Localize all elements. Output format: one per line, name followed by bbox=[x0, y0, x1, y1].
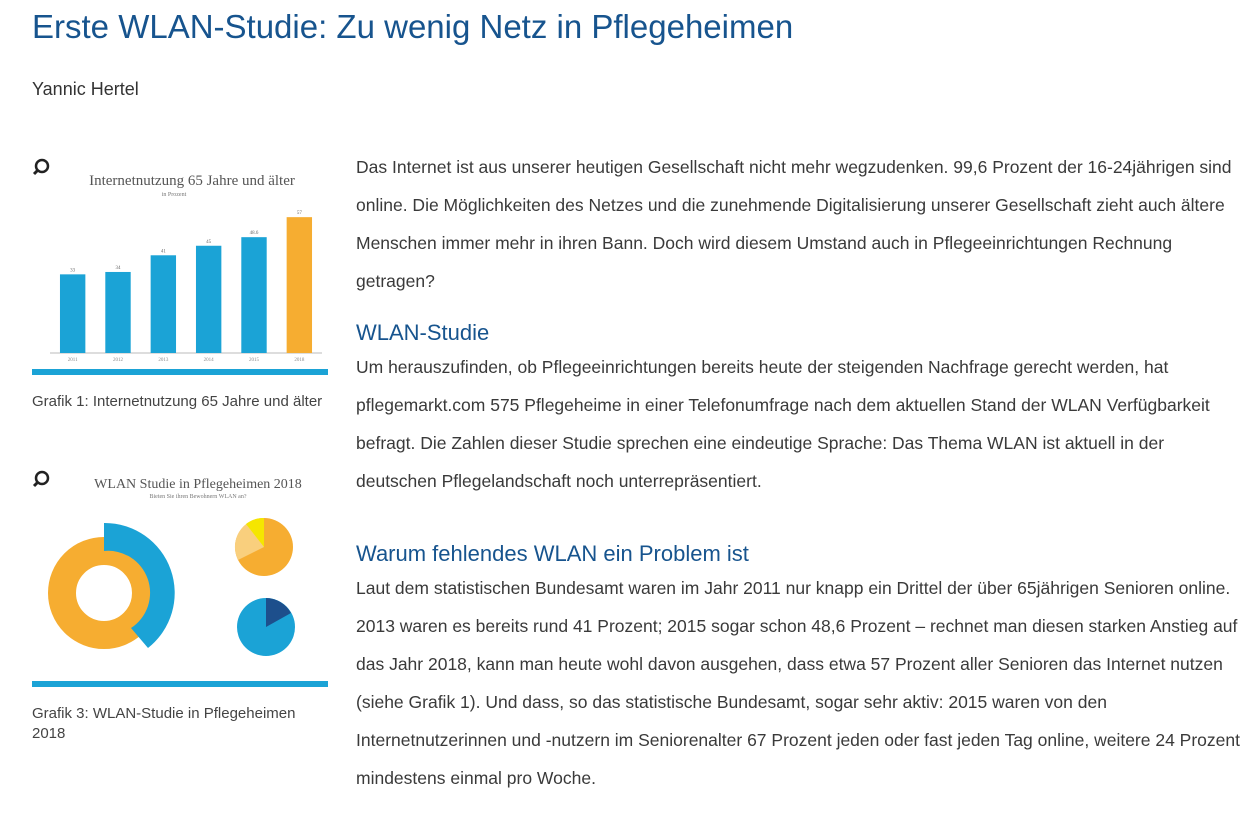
bar bbox=[59, 274, 86, 353]
author: Yannic Hertel bbox=[32, 79, 139, 99]
bar bbox=[195, 245, 222, 353]
paragraph: Um herauszufinden, ob Pflegeeinrichtunge… bbox=[356, 357, 1210, 491]
bar bbox=[241, 237, 267, 353]
bar-label: 57 bbox=[297, 211, 303, 216]
figure-caption: Grafik 3: WLAN-Studie in Pflegeheimen 20… bbox=[32, 705, 296, 742]
x-tick-label: 2011 bbox=[68, 358, 78, 363]
x-tick-label: 2013 bbox=[158, 358, 169, 363]
paragraph: Das Internet ist aus unserer heutigen Ge… bbox=[356, 157, 1232, 291]
x-tick-label: 2015 bbox=[249, 358, 260, 363]
x-tick-label: 2014 bbox=[204, 358, 215, 363]
section-heading: WLAN-Studie bbox=[356, 320, 490, 345]
paragraph: Laut dem statistischen Bundesamt waren i… bbox=[356, 578, 1240, 788]
bar-label: 41 bbox=[161, 249, 167, 254]
chart-subtitle: in Prozent bbox=[162, 192, 187, 198]
bar-label: 45 bbox=[206, 240, 212, 245]
bar-label: 34 bbox=[116, 266, 122, 271]
chart-title: Internetnutzung 65 Jahre und älter bbox=[89, 173, 295, 189]
figure-caption: Grafik 1: Internetnutzung 65 Jahre und ä… bbox=[32, 393, 323, 410]
donut-segment bbox=[104, 522, 175, 648]
figure-thumbnail[interactable]: Internetnutzung 65 Jahre und älter in Pr… bbox=[32, 155, 328, 377]
bar bbox=[286, 217, 313, 353]
x-tick-label: 2012 bbox=[113, 358, 124, 363]
article-title: Erste WLAN-Studie: Zu wenig Netz in Pfle… bbox=[32, 8, 794, 45]
chart-subtitle: Bieten Sie ihren Bewohnern WLAN an? bbox=[149, 494, 246, 500]
section-heading: Warum fehlendes WLAN ein Problem ist bbox=[356, 541, 749, 566]
bar bbox=[105, 271, 131, 353]
bar-label: 33 bbox=[70, 268, 76, 273]
bar-label: 48.6 bbox=[250, 231, 259, 236]
chart-title: WLAN Studie in Pflegeheimen 2018 bbox=[94, 477, 302, 492]
figure-thumbnail[interactable]: WLAN Studie in Pflegeheimen 2018 Bieten … bbox=[32, 467, 328, 690]
bar bbox=[150, 255, 177, 353]
x-tick-label: 2018 bbox=[294, 358, 305, 363]
donut bbox=[48, 537, 160, 649]
